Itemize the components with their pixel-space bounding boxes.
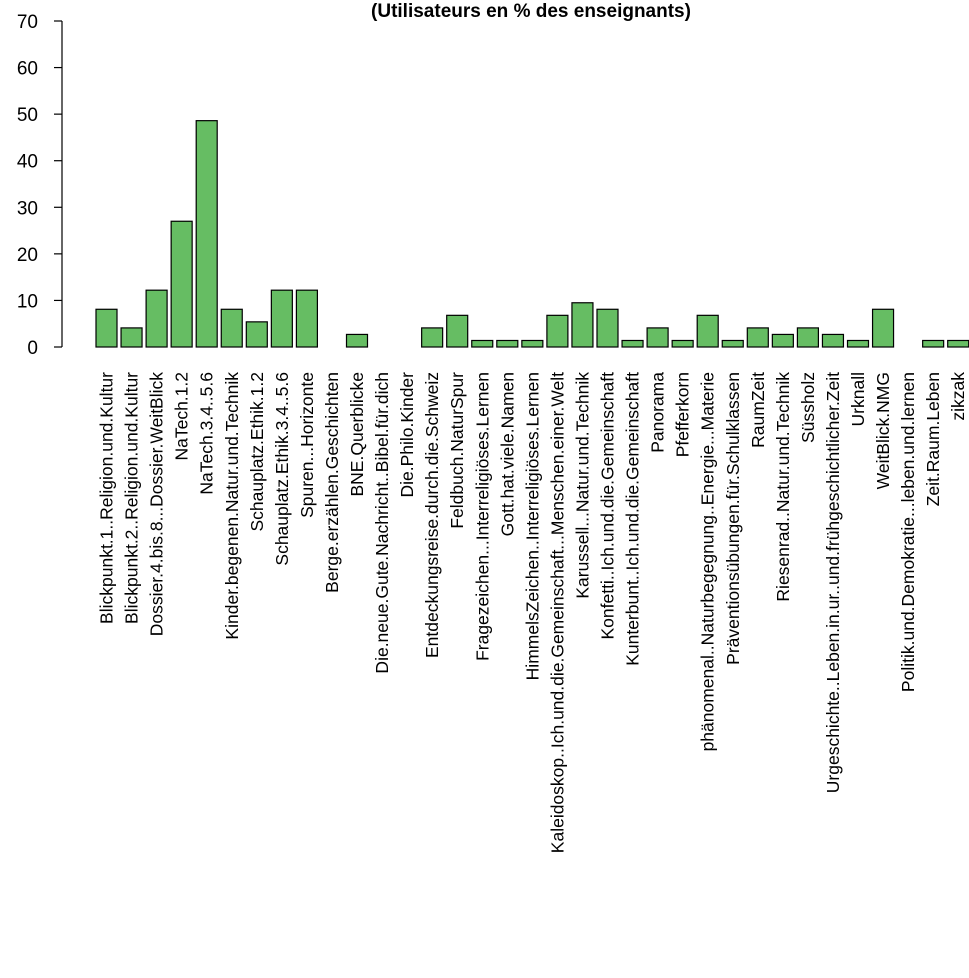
x-tick-label: Kunterbunt..Ich.und.die.Gemeinschaft bbox=[623, 372, 643, 666]
bar bbox=[270, 289, 293, 348]
x-tick-label: Panorama bbox=[648, 372, 668, 453]
bar bbox=[646, 327, 669, 348]
bar bbox=[696, 314, 719, 348]
bar bbox=[796, 327, 820, 348]
bar bbox=[120, 327, 143, 348]
bar bbox=[721, 339, 744, 348]
y-tick-label: 50 bbox=[17, 105, 38, 126]
x-tick-label: Urgeschichte..Leben.in.ur..und.frühgesch… bbox=[823, 372, 843, 793]
x-tick-label: Gott.hat.viele.Namen bbox=[497, 372, 517, 536]
bar bbox=[621, 339, 644, 348]
x-tick-label: Blickpunkt.2..Religion.und.Kultur bbox=[122, 372, 142, 624]
bar bbox=[220, 308, 243, 348]
bar bbox=[245, 321, 268, 348]
bar bbox=[496, 339, 519, 348]
bar bbox=[596, 308, 619, 348]
bar bbox=[546, 314, 569, 348]
bar bbox=[421, 327, 444, 348]
x-tick-label: Die.neue.Gute.Nachricht..Bibel.für.dich bbox=[372, 372, 392, 674]
x-tick-label: RaumZeit bbox=[748, 372, 768, 448]
y-tick-label: 70 bbox=[17, 12, 38, 33]
x-tick-label: Berge.erzählen.Geschichten bbox=[322, 372, 342, 593]
x-tick-label: Pfefferkorn bbox=[673, 372, 693, 457]
x-tick-label: phänomenal..Naturbegegnung..Energie...Ma… bbox=[698, 372, 718, 751]
x-tick-label: NaTech.3.4..5.6 bbox=[197, 372, 217, 495]
x-tick-label: BNE.Querblicke bbox=[347, 372, 367, 497]
bar bbox=[771, 333, 794, 348]
bar bbox=[871, 308, 895, 348]
y-tick-label: 0 bbox=[27, 338, 38, 359]
x-tick-label: Spuren...Horizonte bbox=[297, 372, 317, 518]
y-tick-label: 40 bbox=[17, 152, 38, 173]
x-tick-label: zikzak bbox=[948, 372, 968, 421]
x-tick-label: NaTech.1.2 bbox=[172, 372, 192, 461]
x-tick-label: Fragezeichen...Interreligiöses.Lernen bbox=[472, 372, 492, 661]
x-tick-label: WeitBlick.NMG bbox=[873, 372, 893, 489]
bar bbox=[471, 339, 494, 348]
bar bbox=[95, 308, 118, 348]
x-tick-label: Kinder.begenen.Natur.und.Technik bbox=[222, 372, 242, 640]
x-tick-label: Kaleidoskop..Ich.und.die.Gemeinschaft...… bbox=[547, 372, 567, 853]
bar bbox=[922, 339, 945, 348]
y-tick-label: 10 bbox=[17, 291, 38, 312]
y-axis: 0 10 20 30 40 50 60 70 bbox=[17, 12, 63, 359]
bar bbox=[145, 289, 168, 348]
x-tick-label: Schauplatz.Ethik.1.2 bbox=[247, 372, 267, 532]
bar bbox=[345, 333, 369, 348]
x-tick-label: Entdeckungsreise.durch.die.Schweiz bbox=[422, 372, 442, 658]
x-tick-label: Die.Philo.Kinder bbox=[397, 372, 417, 498]
bar bbox=[195, 120, 218, 348]
x-tick-label: Schauplatz.Ethik.3.4..5.6 bbox=[272, 372, 292, 566]
x-tick-label: Dossier.4.bis.8...Dossier.WeitBlick bbox=[147, 372, 167, 636]
bar bbox=[170, 220, 193, 348]
y-tick-label: 20 bbox=[17, 245, 38, 266]
x-tick-label: Präventionsübungen.für.Schulklassen bbox=[723, 372, 743, 665]
bar bbox=[446, 314, 469, 348]
x-tick-label: Feldbuch.NaturSpur bbox=[447, 372, 467, 529]
bar bbox=[671, 339, 694, 348]
bar bbox=[846, 339, 870, 348]
x-tick-label: Zeit.Raum.Leben bbox=[923, 372, 943, 506]
x-tick-label: Urknall bbox=[848, 372, 868, 426]
bars bbox=[95, 120, 969, 348]
chart-title: (Utilisateurs en % des enseignants) bbox=[371, 1, 691, 22]
y-tick-label: 60 bbox=[17, 59, 38, 80]
bar bbox=[947, 339, 969, 348]
x-tick-label: Karussell...Natur.und.Technik bbox=[572, 372, 592, 599]
x-tick-label: Riesenrad..Natur.und.Technik bbox=[773, 372, 793, 602]
bar bbox=[821, 333, 845, 348]
x-tick-label: Süssholz bbox=[798, 372, 818, 443]
x-tick-label: Blickpunkt.1..Religion.und.Kultur bbox=[97, 372, 117, 624]
bar bbox=[295, 289, 318, 348]
x-tick-label: Politik.und.Demokratie...leben.und.lerne… bbox=[898, 372, 918, 692]
x-axis-labels: Blickpunkt.1..Religion.und.Kultur Blickpu… bbox=[97, 372, 969, 853]
x-tick-label: Konfetti..Ich.und.die.Gemeinschaft bbox=[598, 372, 618, 640]
bar bbox=[571, 302, 594, 348]
y-tick-label: 30 bbox=[17, 198, 38, 219]
x-tick-label: HimmelsZeichen..Interreligiöses.Lernen bbox=[522, 372, 542, 680]
bar bbox=[746, 327, 769, 348]
bar bbox=[521, 339, 544, 348]
